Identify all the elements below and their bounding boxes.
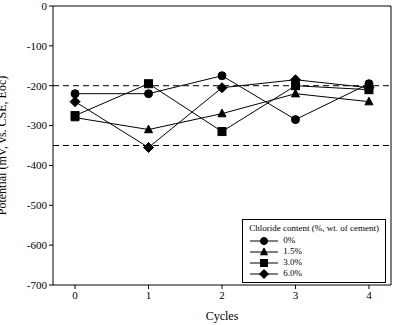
svg-text:-200: -200 (27, 80, 48, 92)
svg-text:-500: -500 (27, 199, 48, 211)
svg-text:-700: -700 (27, 279, 48, 291)
svg-text:3: 3 (293, 289, 299, 301)
svg-text:4: 4 (366, 289, 372, 301)
svg-text:1: 1 (146, 289, 152, 301)
html-text:0%: 0% (283, 235, 296, 245)
svg-text:Potential (mV, vs. CSE, Eoc): Potential (mV, vs. CSE, Eoc) (8, 76, 9, 215)
svg-text:-300: -300 (27, 119, 48, 131)
svg-text:Cycles: Cycles (206, 309, 239, 323)
svg-text:-400: -400 (27, 159, 48, 171)
html-text:1.5%: 1.5% (283, 246, 302, 256)
svg-text:-600: -600 (27, 239, 48, 251)
html-text:Chloride content (%, wt. of ce: Chloride content (%, wt. of cement) (249, 223, 379, 233)
svg-text:2: 2 (219, 289, 225, 301)
svg-text:0: 0 (72, 289, 78, 301)
svg-text:-100: -100 (27, 40, 48, 52)
html-text:3.0%: 3.0% (283, 257, 302, 267)
html-text:6.0%: 6.0% (283, 268, 302, 278)
svg-text:0: 0 (42, 0, 48, 12)
